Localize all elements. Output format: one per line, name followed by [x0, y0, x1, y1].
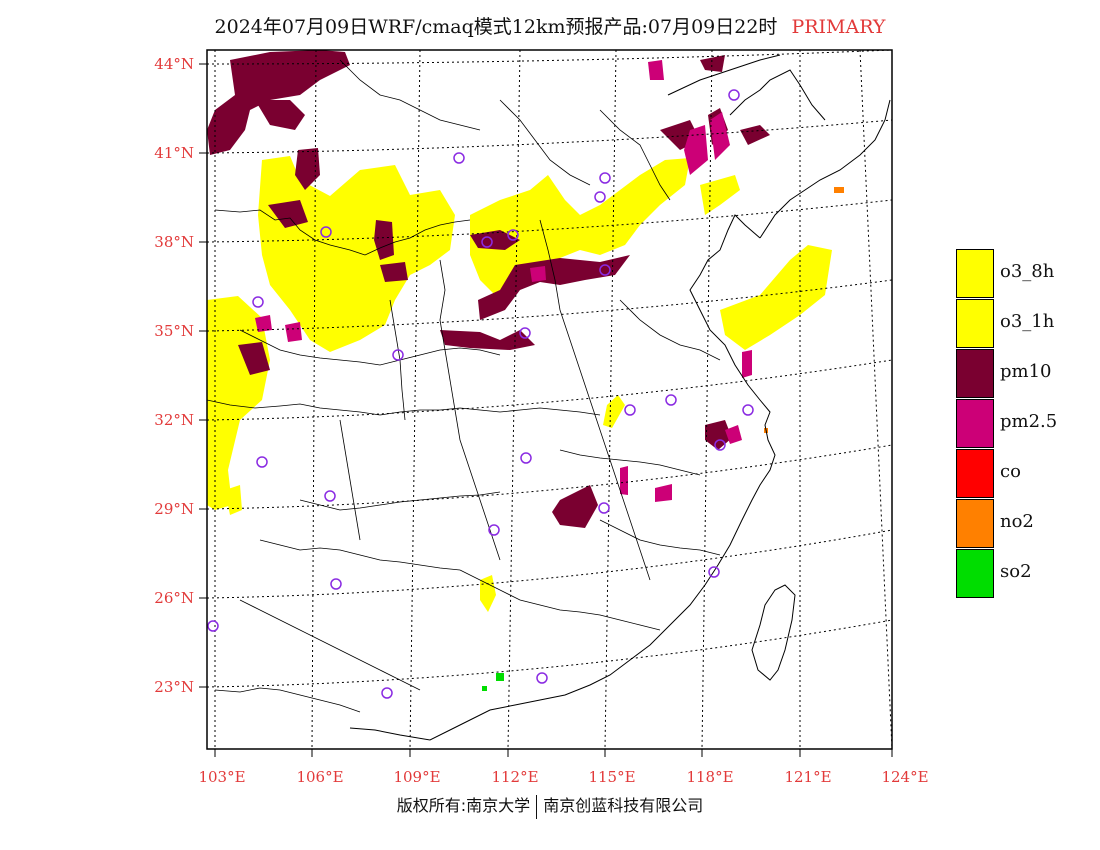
legend-swatch — [956, 249, 994, 298]
province-borders — [207, 59, 721, 713]
pollutant-tag: PRIMARY — [791, 16, 886, 38]
station-markers — [207, 89, 754, 699]
lat-label-29: 29°N — [154, 500, 194, 518]
legend-swatch — [956, 399, 994, 448]
footer-separator — [536, 794, 538, 819]
lon-label-115: 115°E — [588, 768, 635, 786]
map-title: 2024年07月09日WRF/cmaq模式12km预报产品:07月09日22时 P… — [0, 12, 1100, 39]
graticule — [207, 50, 892, 749]
copyright-owner: 版权所有:南京大学 — [396, 796, 531, 815]
pm25-field — [255, 60, 752, 502]
legend-item-o3-8h: o3_8h — [956, 249, 1100, 299]
copyright-company: 南京创蓝科技有限公司 — [543, 796, 704, 815]
legend-item-pm10: pm10 — [956, 349, 1100, 399]
legend-label: so2 — [1000, 561, 1032, 582]
legend-swatch — [956, 499, 994, 548]
legend-label: pm10 — [1000, 361, 1052, 382]
lat-label-26: 26°N — [154, 589, 194, 607]
legend-label: pm2.5 — [1000, 411, 1058, 432]
legend-swatch — [956, 299, 994, 348]
o3-field — [207, 156, 832, 612]
lat-label-44: 44°N — [154, 55, 194, 73]
legend-item-co: co — [956, 449, 1100, 499]
lat-label-41: 41°N — [154, 144, 194, 162]
pollutant-legend: o3_8h o3_1h pm10 pm2.5 co no2 so2 — [956, 249, 1100, 599]
legend-item-no2: no2 — [956, 499, 1100, 549]
lon-label-118: 118°E — [686, 768, 733, 786]
lat-label-32: 32°N — [154, 411, 194, 429]
legend-swatch — [956, 549, 994, 598]
lon-label-106: 106°E — [296, 768, 343, 786]
lon-label-112: 112°E — [491, 768, 538, 786]
legend-label: co — [1000, 461, 1021, 482]
map-frame — [206, 49, 893, 750]
legend-swatch — [956, 449, 994, 498]
pm10-field — [207, 50, 770, 528]
legend-label: o3_1h — [1000, 311, 1055, 332]
copyright-footer: 版权所有:南京大学 南京创蓝科技有限公司 — [0, 792, 1100, 819]
axis-ticks — [199, 63, 893, 757]
lon-label-109: 109°E — [393, 768, 440, 786]
lon-label-103: 103°E — [198, 768, 245, 786]
legend-swatch — [956, 349, 994, 398]
legend-label: o3_8h — [1000, 261, 1055, 282]
legend-item-o3-1h: o3_1h — [956, 299, 1100, 349]
legend-item-pm25: pm2.5 — [956, 399, 1100, 449]
legend-label: no2 — [1000, 511, 1034, 532]
coastline — [349, 54, 891, 741]
legend-item-so2: so2 — [956, 549, 1100, 599]
lon-label-121: 121°E — [784, 768, 831, 786]
lat-label-35: 35°N — [154, 322, 194, 340]
lon-label-124: 124°E — [881, 768, 928, 786]
title-text: 2024年07月09日WRF/cmaq模式12km预报产品:07月09日22时 — [214, 16, 778, 38]
lat-label-38: 38°N — [154, 233, 194, 251]
lat-label-23: 23°N — [154, 678, 194, 696]
